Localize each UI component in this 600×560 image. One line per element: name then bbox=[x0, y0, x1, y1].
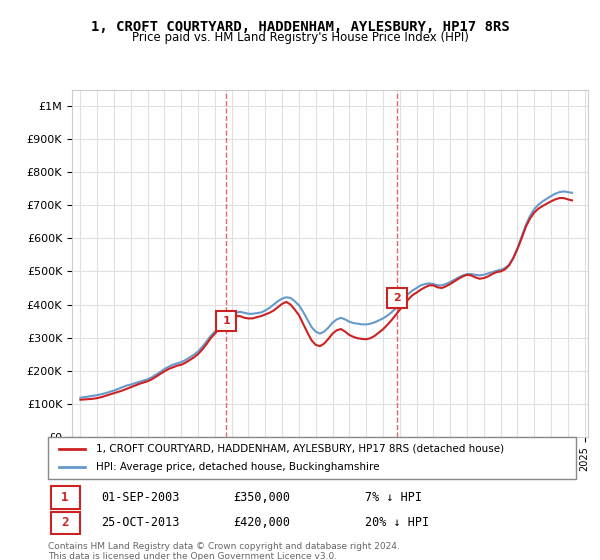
Text: 25-OCT-2013: 25-OCT-2013 bbox=[101, 516, 179, 529]
Text: 01-SEP-2003: 01-SEP-2003 bbox=[101, 491, 179, 504]
Text: 1, CROFT COURTYARD, HADDENHAM, AYLESBURY, HP17 8RS (detached house): 1, CROFT COURTYARD, HADDENHAM, AYLESBURY… bbox=[95, 444, 503, 454]
Text: 1: 1 bbox=[222, 316, 230, 326]
Text: Contains HM Land Registry data © Crown copyright and database right 2024.
This d: Contains HM Land Registry data © Crown c… bbox=[48, 542, 400, 560]
Text: Price paid vs. HM Land Registry's House Price Index (HPI): Price paid vs. HM Land Registry's House … bbox=[131, 31, 469, 44]
Text: 1, CROFT COURTYARD, HADDENHAM, AYLESBURY, HP17 8RS: 1, CROFT COURTYARD, HADDENHAM, AYLESBURY… bbox=[91, 20, 509, 34]
Text: 7% ↓ HPI: 7% ↓ HPI bbox=[365, 491, 422, 504]
Text: £350,000: £350,000 bbox=[233, 491, 290, 504]
FancyBboxPatch shape bbox=[48, 437, 576, 479]
Text: 2: 2 bbox=[393, 293, 401, 303]
Text: £420,000: £420,000 bbox=[233, 516, 290, 529]
Text: 1: 1 bbox=[61, 491, 68, 504]
Text: 20% ↓ HPI: 20% ↓ HPI bbox=[365, 516, 429, 529]
Text: 2: 2 bbox=[61, 516, 68, 529]
FancyBboxPatch shape bbox=[50, 487, 80, 508]
FancyBboxPatch shape bbox=[50, 512, 80, 534]
Text: HPI: Average price, detached house, Buckinghamshire: HPI: Average price, detached house, Buck… bbox=[95, 462, 379, 472]
